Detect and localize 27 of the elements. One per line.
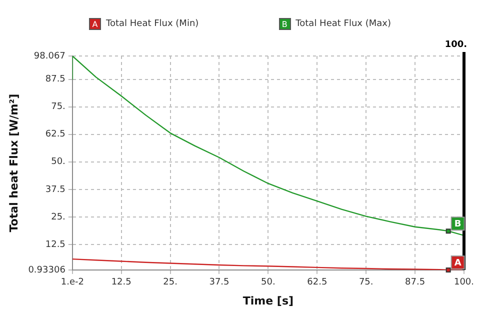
text: A bbox=[92, 20, 98, 28]
x-tick-label: 62.5 bbox=[307, 278, 328, 288]
x-tick-label: 100. bbox=[454, 278, 474, 288]
x-tick-label: 75. bbox=[358, 278, 374, 288]
x-tick-label: 87.5 bbox=[405, 278, 426, 288]
y-tick-label: 0.93306 bbox=[28, 265, 66, 276]
y-tick-label: 37.5 bbox=[45, 184, 66, 195]
y-tick-label: 75. bbox=[51, 102, 66, 112]
y-tick-label: 50. bbox=[51, 157, 66, 168]
annotation: B bbox=[454, 219, 462, 230]
x-tick-label: 25. bbox=[163, 278, 178, 288]
y-tick-label: 87.5 bbox=[45, 74, 66, 85]
y-tick-label: 25. bbox=[51, 212, 66, 222]
annotation: A bbox=[454, 258, 462, 268]
x-tick-label: 50. bbox=[261, 278, 276, 288]
x-tick-label: 12.5 bbox=[111, 278, 132, 288]
ref-line-label: 100. bbox=[444, 40, 468, 50]
text: B bbox=[282, 20, 288, 28]
x-tick-label: 37.5 bbox=[209, 278, 230, 288]
legend-label: Total Heat Flux (Max) bbox=[296, 19, 391, 29]
x-tick-label: 1.e-2 bbox=[60, 278, 84, 288]
y-tick-label: 62.5 bbox=[45, 130, 66, 140]
y-axis-title: Total heat Flux [W/m²] bbox=[7, 94, 20, 232]
x-axis-title: Time [s] bbox=[242, 294, 294, 308]
legend-label: Total Heat Flux (Min) bbox=[106, 19, 199, 29]
y-tick-label: 98.067 bbox=[34, 51, 66, 62]
y-tick-label: 12.5 bbox=[45, 240, 66, 250]
